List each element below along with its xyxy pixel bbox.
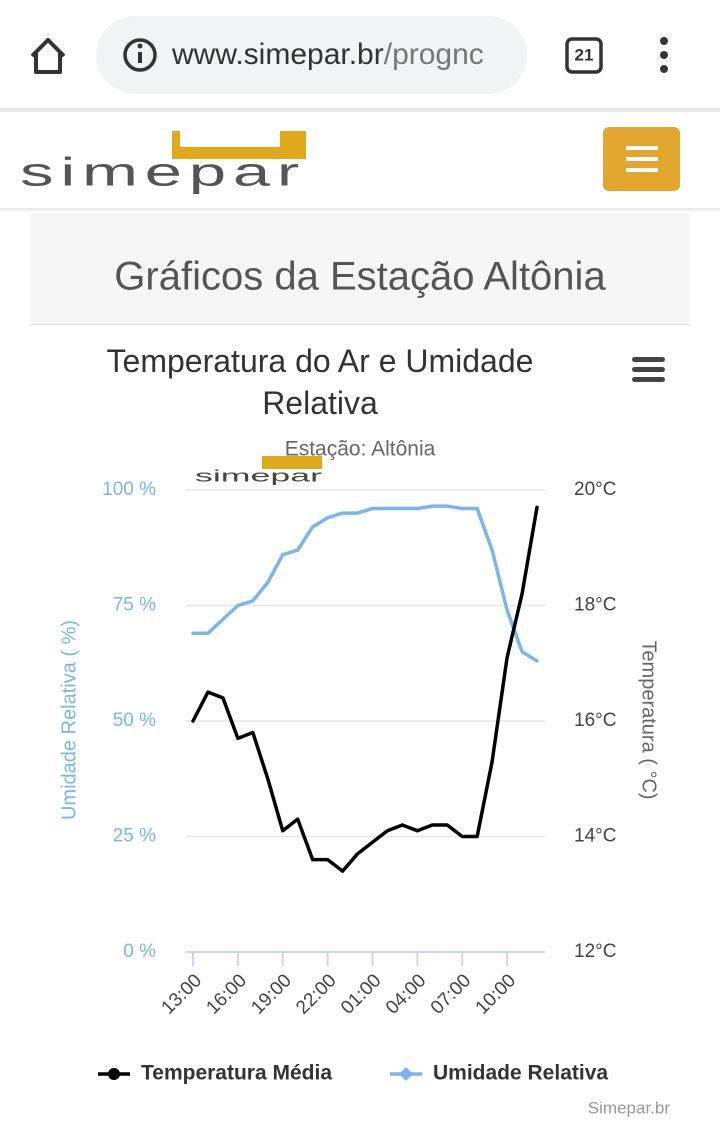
chart-subtitle: Estação: Altônia	[285, 438, 436, 461]
chart-menu-bar	[632, 377, 665, 382]
hamburger-bar	[626, 168, 658, 172]
y2-tick-label: 20°C	[574, 479, 616, 500]
y2-tick-label: 16°C	[574, 710, 616, 731]
menu-dot	[660, 37, 668, 45]
title-band-border	[30, 324, 690, 325]
x-tick-label: 13:00	[158, 970, 206, 1018]
header-border	[0, 208, 720, 211]
x-tick-label: 16:00	[202, 970, 250, 1018]
url-text: www.simepar.br/prognc	[171, 38, 484, 71]
y-axis-title: Umidade Relativa ( %)	[58, 620, 80, 820]
x-tick-label: 07:00	[427, 970, 475, 1018]
logo-mark-cut	[180, 131, 280, 147]
legend-item[interactable]: Umidade Relativa	[390, 1062, 608, 1085]
tab-count: 21	[575, 45, 594, 64]
home-button[interactable]	[30, 38, 66, 74]
info-icon[interactable]	[123, 38, 157, 72]
hamburger-bar	[626, 146, 658, 150]
legend-item[interactable]: Temperatura Média	[98, 1062, 332, 1085]
chart-menu[interactable]	[632, 357, 665, 382]
url-bar[interactable]	[96, 16, 527, 94]
chart-menu-bar	[632, 367, 665, 372]
y-tick-label: 100 %	[102, 479, 156, 500]
y2-tick-label: 18°C	[574, 595, 616, 616]
chart-menu-bar	[632, 357, 665, 362]
url-host: www.simepar.br	[171, 38, 384, 71]
tab-switcher[interactable]	[565, 37, 603, 74]
home-icon	[30, 38, 66, 74]
x-tick-label: 19:00	[247, 970, 295, 1018]
y-tick-label: 0 %	[123, 941, 156, 962]
title-band	[30, 213, 690, 325]
y-tick-label: 25 %	[113, 826, 156, 847]
y-tick-label: 75 %	[113, 595, 156, 616]
series-line	[191, 504, 539, 663]
x-tick-label: 22:00	[292, 970, 340, 1018]
legend-marker	[399, 1067, 413, 1081]
url-path: /prognc	[384, 38, 484, 71]
info-icon-dot	[137, 43, 143, 49]
legend-marker	[108, 1068, 120, 1080]
credits: Simepar.br	[588, 1098, 671, 1117]
hamburger-icon	[626, 146, 658, 172]
series-line	[191, 505, 539, 873]
y-tick-label: 50 %	[113, 710, 156, 731]
menu-dot	[660, 65, 668, 73]
chart-title: Temperatura do Ar e Umidade Relativa	[106, 343, 534, 421]
y2-tick-label: 12°C	[574, 941, 616, 962]
x-tick-label: 10:00	[472, 970, 520, 1018]
hamburger-bar	[626, 157, 658, 161]
info-icon-bar	[138, 52, 142, 63]
y2-tick-label: 14°C	[574, 826, 616, 847]
watermark-mark	[262, 456, 322, 469]
menu-dot	[660, 51, 668, 59]
x-tick-label: 04:00	[382, 970, 430, 1018]
legend-label: Temperatura Média	[141, 1062, 332, 1085]
logo-text: simepar	[20, 151, 306, 195]
x-tick-label: 01:00	[337, 970, 385, 1018]
legend-label: Umidade Relativa	[433, 1062, 608, 1085]
watermark-text: simepar	[195, 466, 323, 485]
bar-shadow	[0, 108, 720, 112]
browser-menu[interactable]	[660, 37, 668, 73]
page-title: Gráficos da Estação Altônia	[114, 255, 606, 299]
y2-axis-title: Temperatura ( °C)	[638, 640, 660, 799]
chart-title-box: Temperatura do Ar e Umidade Relativa	[106, 343, 534, 421]
